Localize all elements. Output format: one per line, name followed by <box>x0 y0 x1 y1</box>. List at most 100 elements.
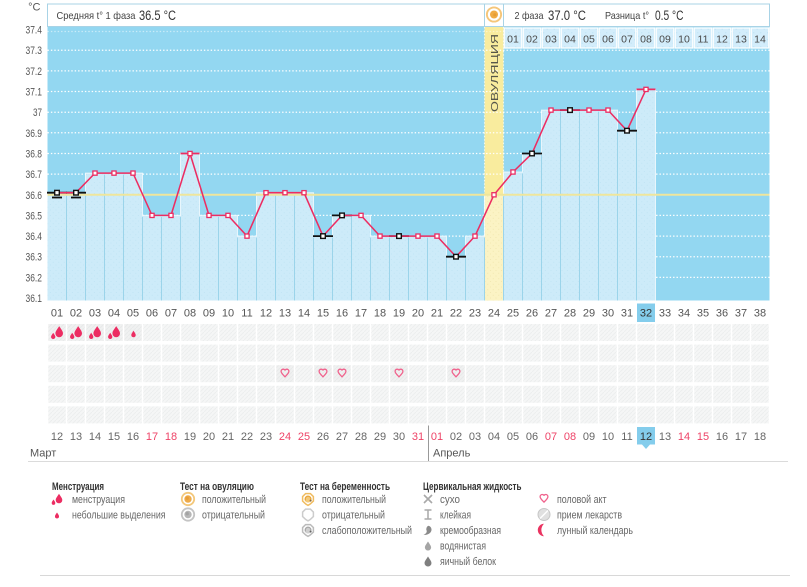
svg-text:0.5 °C: 0.5 °C <box>655 8 684 23</box>
svg-text:28: 28 <box>564 308 576 320</box>
svg-text:09: 09 <box>659 34 671 46</box>
svg-text:36.3: 36.3 <box>26 252 43 264</box>
svg-text:09: 09 <box>583 431 595 443</box>
svg-text:половой акт: половой акт <box>557 494 607 506</box>
svg-text:36.7: 36.7 <box>26 169 43 181</box>
svg-text:прием лекарств: прием лекарств <box>557 510 622 522</box>
svg-text:31: 31 <box>621 308 633 320</box>
svg-text:12: 12 <box>51 431 63 443</box>
svg-text:36.4: 36.4 <box>26 231 43 243</box>
svg-text:06: 06 <box>602 34 614 46</box>
svg-text:36.6: 36.6 <box>26 190 43 202</box>
svg-text:положительный: положительный <box>322 494 386 506</box>
svg-text:05: 05 <box>127 308 139 320</box>
svg-text:07: 07 <box>621 34 633 46</box>
svg-text:09: 09 <box>203 308 215 320</box>
svg-text:37.0 °C: 37.0 °C <box>548 8 586 23</box>
svg-text:12: 12 <box>260 308 272 320</box>
svg-text:Тест на овуляцию: Тест на овуляцию <box>180 481 254 493</box>
svg-text:27: 27 <box>545 308 557 320</box>
svg-text:08: 08 <box>564 431 576 443</box>
svg-text:02: 02 <box>526 34 538 46</box>
svg-text:положительный: положительный <box>202 494 266 506</box>
svg-text:33: 33 <box>659 308 671 320</box>
svg-text:11: 11 <box>621 431 632 443</box>
svg-text:Тест на беременность: Тест на беременность <box>300 481 390 493</box>
svg-text:34: 34 <box>678 308 690 320</box>
svg-text:16: 16 <box>336 308 348 320</box>
svg-text:17: 17 <box>735 431 747 443</box>
svg-text:Менструация: Менструация <box>52 481 104 493</box>
svg-text:27: 27 <box>336 431 348 443</box>
svg-text:19: 19 <box>184 431 196 443</box>
svg-text:слабоположительный: слабоположительный <box>322 525 412 537</box>
svg-text:13: 13 <box>279 308 291 320</box>
svg-text:Цервикальная жидкость: Цервикальная жидкость <box>423 481 522 493</box>
svg-text:36: 36 <box>716 308 728 320</box>
svg-text:37.3: 37.3 <box>26 45 43 57</box>
svg-text:14: 14 <box>678 431 690 443</box>
svg-text:13: 13 <box>735 34 747 46</box>
svg-text:14: 14 <box>89 431 101 443</box>
svg-text:37.2: 37.2 <box>26 66 43 78</box>
svg-text:13: 13 <box>659 431 671 443</box>
svg-text:ОВУЛЯЦИЯ: ОВУЛЯЦИЯ <box>490 34 501 112</box>
svg-text:04: 04 <box>488 431 500 443</box>
svg-text:21: 21 <box>222 431 234 443</box>
svg-text:36.5 °C: 36.5 °C <box>139 8 176 23</box>
svg-text:03: 03 <box>545 34 557 46</box>
svg-text:Апрель: Апрель <box>433 448 471 460</box>
svg-text:18: 18 <box>374 308 386 320</box>
svg-text:2 фаза: 2 фаза <box>515 10 544 22</box>
svg-text:кремообразная: кремообразная <box>440 525 501 537</box>
svg-text:10: 10 <box>602 431 614 443</box>
svg-text:12: 12 <box>640 431 652 443</box>
svg-text:37.1: 37.1 <box>26 87 43 99</box>
svg-text:26: 26 <box>526 308 538 320</box>
svg-text:36.1: 36.1 <box>26 293 43 305</box>
svg-text:15: 15 <box>697 431 709 443</box>
svg-text:23: 23 <box>469 308 481 320</box>
svg-text:14: 14 <box>298 308 310 320</box>
svg-text:01: 01 <box>507 34 519 46</box>
svg-text:22: 22 <box>450 308 462 320</box>
svg-text:°C: °C <box>28 2 40 14</box>
svg-text:29: 29 <box>374 431 386 443</box>
svg-text:35: 35 <box>697 308 709 320</box>
svg-text:15: 15 <box>317 308 329 320</box>
svg-text:11: 11 <box>241 308 252 320</box>
svg-text:15: 15 <box>108 431 120 443</box>
svg-text:12: 12 <box>716 34 728 46</box>
svg-text:Разница t°: Разница t° <box>605 10 649 22</box>
svg-text:водянистая: водянистая <box>440 541 486 553</box>
svg-text:клейкая: клейкая <box>440 510 471 522</box>
svg-text:20: 20 <box>412 308 424 320</box>
svg-text:04: 04 <box>108 308 120 320</box>
svg-text:01: 01 <box>431 431 443 443</box>
svg-text:28: 28 <box>355 431 367 443</box>
svg-text:17: 17 <box>355 308 367 320</box>
svg-text:19: 19 <box>393 308 405 320</box>
svg-text:26: 26 <box>317 431 329 443</box>
svg-text:32: 32 <box>640 308 652 320</box>
svg-text:16: 16 <box>127 431 139 443</box>
svg-text:07: 07 <box>165 308 177 320</box>
svg-text:03: 03 <box>469 431 481 443</box>
svg-text:21: 21 <box>431 308 443 320</box>
svg-text:36.8: 36.8 <box>26 148 43 160</box>
svg-text:37.4: 37.4 <box>26 25 43 37</box>
svg-text:37: 37 <box>33 107 42 119</box>
svg-text:36.5: 36.5 <box>26 210 43 222</box>
svg-text:11: 11 <box>698 34 709 46</box>
svg-text:14: 14 <box>754 34 766 46</box>
svg-text:06: 06 <box>526 431 538 443</box>
svg-text:05: 05 <box>507 431 519 443</box>
svg-text:01: 01 <box>51 308 63 320</box>
svg-text:18: 18 <box>754 431 766 443</box>
svg-text:31: 31 <box>412 431 424 443</box>
svg-text:лунный календарь: лунный календарь <box>557 525 633 537</box>
svg-text:04: 04 <box>564 34 576 46</box>
svg-text:36.2: 36.2 <box>26 272 43 284</box>
svg-text:08: 08 <box>184 308 196 320</box>
svg-text:24: 24 <box>488 308 500 320</box>
